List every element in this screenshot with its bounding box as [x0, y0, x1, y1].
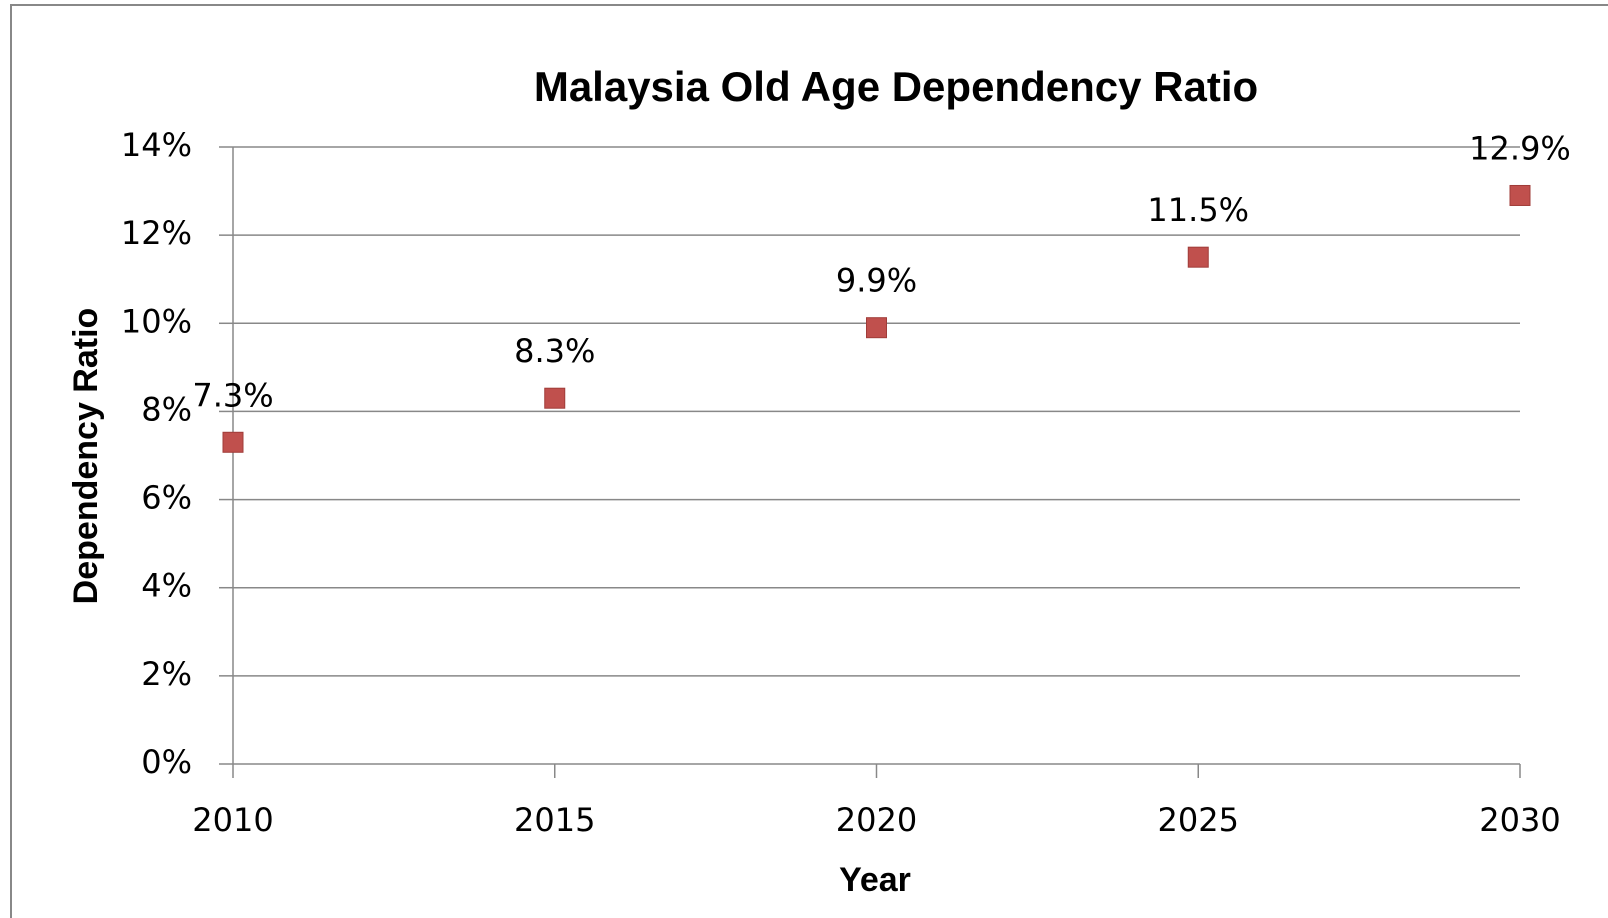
data-label: 12.9%	[1469, 129, 1571, 167]
data-label: 9.9%	[836, 262, 917, 300]
x-tick-label: 2025	[1158, 801, 1239, 839]
y-tick-label: 8%	[141, 390, 192, 428]
y-tick-label: 4%	[141, 567, 192, 605]
data-label: 7.3%	[192, 376, 273, 414]
y-tick-label: 12%	[121, 214, 192, 252]
marker	[1509, 184, 1531, 206]
chart-title: Malaysia Old Age Dependency Ratio	[534, 63, 1258, 110]
x-axis-label: Year	[839, 861, 911, 899]
y-tick-label: 10%	[121, 302, 192, 340]
marker	[866, 317, 887, 339]
x-tick-label: 2020	[836, 801, 917, 839]
x-tick-label: 2015	[514, 801, 595, 839]
y-tick-label: 2%	[141, 655, 192, 693]
marker	[222, 431, 244, 453]
y-axis-label: Dependency Ratio	[67, 308, 105, 605]
x-tick-label: 2010	[192, 801, 273, 839]
chart-border	[10, 4, 1608, 918]
marker	[544, 387, 566, 409]
marker	[1187, 246, 1209, 268]
y-tick-label: 6%	[141, 479, 192, 517]
data-label: 8.3%	[514, 332, 595, 370]
y-tick-label: 0%	[141, 743, 192, 781]
x-tick-label: 2030	[1479, 801, 1560, 839]
data-label: 11.5%	[1147, 191, 1249, 229]
y-tick-label: 14%	[121, 126, 192, 164]
